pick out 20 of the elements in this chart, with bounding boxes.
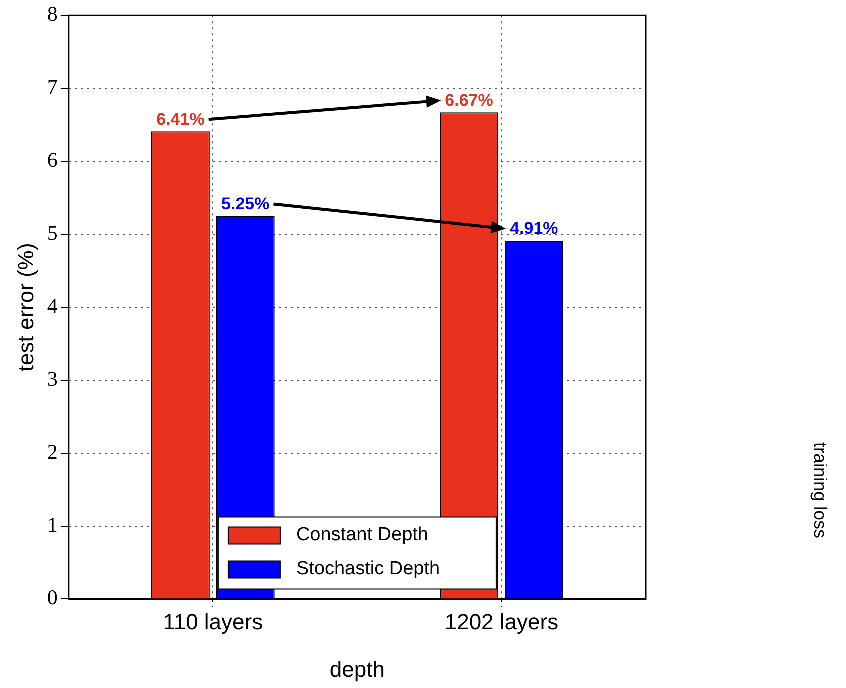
data-label: 6.41%	[156, 110, 205, 129]
y-tick-label: 7	[47, 75, 58, 100]
x-tick-label: 1202 layers	[444, 609, 559, 634]
y-tick-label: 1	[47, 512, 58, 537]
data-label: 6.67%	[445, 90, 494, 110]
y-tick-label: 0	[47, 586, 58, 610]
y-tick-label: 5	[47, 220, 58, 245]
y-tick-label: 2	[47, 440, 58, 464]
legend-label: Constant Depth	[296, 524, 428, 546]
data-label: 4.91%	[510, 219, 558, 238]
y-tick-label: 3	[47, 366, 58, 391]
x-axis-title: depth	[330, 656, 385, 682]
data-label: 5.25%	[222, 194, 270, 214]
y-tick-label: 8	[47, 2, 58, 26]
y-tick-label: 4	[47, 294, 58, 318]
legend-label: Stochastic Depth	[296, 558, 440, 580]
y-axis-title: test error (%)	[13, 243, 38, 372]
y-tick-label: 6	[47, 148, 58, 172]
text: training loss	[810, 441, 830, 541]
x-tick-label: 110 layers	[163, 609, 264, 634]
